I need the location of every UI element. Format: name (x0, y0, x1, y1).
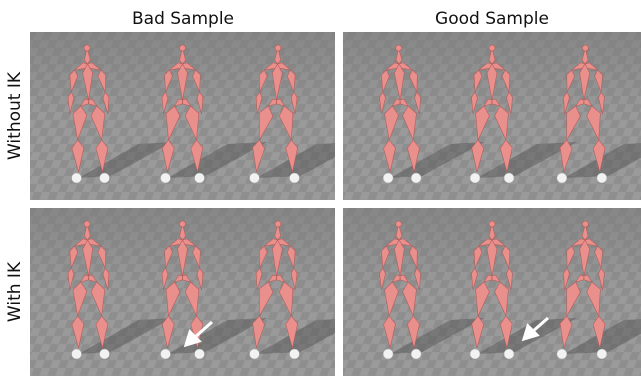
head (582, 45, 588, 51)
panel (30, 208, 362, 376)
foot-marker (557, 349, 567, 359)
foot-marker (100, 349, 110, 359)
panel-content (343, 32, 641, 200)
foot-marker (411, 173, 421, 183)
row-label: Without IK (5, 71, 25, 160)
foot-marker (470, 173, 480, 183)
foot-marker (72, 349, 82, 359)
head (84, 45, 90, 51)
head (84, 221, 90, 227)
foot-marker (597, 349, 607, 359)
row-label: With IK (5, 261, 25, 322)
foot-marker (411, 349, 421, 359)
foot-marker (289, 349, 299, 359)
panel-content (30, 32, 362, 200)
panel-content (30, 208, 362, 376)
foot-marker (161, 349, 171, 359)
panel (30, 32, 362, 200)
column-label: Good Sample (435, 9, 549, 29)
foot-marker (470, 349, 480, 359)
panel (343, 32, 641, 200)
foot-marker (504, 173, 514, 183)
head (275, 221, 281, 227)
panel-content (343, 208, 641, 376)
foot-marker (161, 173, 171, 183)
panels (30, 32, 641, 376)
foot-marker (195, 173, 205, 183)
head (489, 45, 495, 51)
foot-marker (289, 173, 299, 183)
figure: Bad Sample Good Sample Without IK With I… (0, 0, 641, 378)
foot-marker (72, 173, 82, 183)
head (180, 221, 186, 227)
foot-marker (100, 173, 110, 183)
head (396, 221, 402, 227)
foot-marker (383, 349, 393, 359)
panel (343, 208, 641, 376)
head (396, 45, 402, 51)
foot-marker (504, 349, 514, 359)
head (180, 45, 186, 51)
foot-marker (383, 173, 393, 183)
head (582, 221, 588, 227)
foot-marker (249, 173, 259, 183)
column-label: Bad Sample (132, 9, 234, 29)
head (275, 45, 281, 51)
foot-marker (249, 349, 259, 359)
foot-marker (195, 349, 205, 359)
foot-marker (597, 173, 607, 183)
foot-marker (557, 173, 567, 183)
head (489, 221, 495, 227)
